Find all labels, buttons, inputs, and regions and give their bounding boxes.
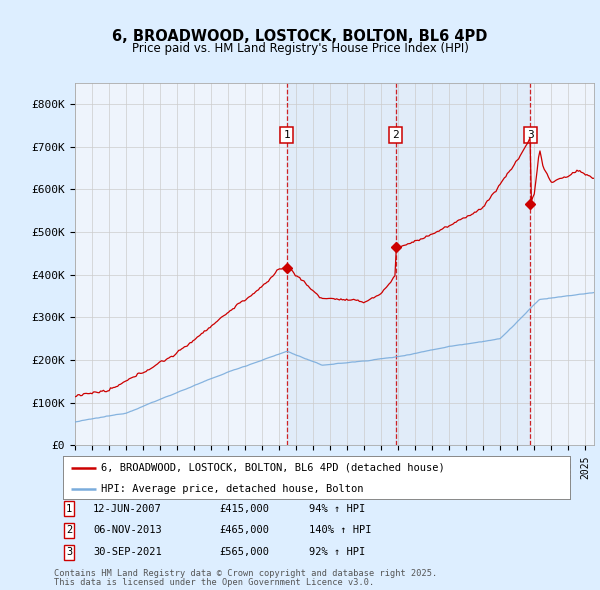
Text: 1: 1 — [66, 504, 72, 513]
Text: 06-NOV-2013: 06-NOV-2013 — [93, 526, 162, 535]
Text: This data is licensed under the Open Government Licence v3.0.: This data is licensed under the Open Gov… — [54, 578, 374, 588]
Text: 12-JUN-2007: 12-JUN-2007 — [93, 504, 162, 513]
Text: HPI: Average price, detached house, Bolton: HPI: Average price, detached house, Bolt… — [101, 484, 364, 494]
Text: Price paid vs. HM Land Registry's House Price Index (HPI): Price paid vs. HM Land Registry's House … — [131, 42, 469, 55]
Text: 6, BROADWOOD, LOSTOCK, BOLTON, BL6 4PD: 6, BROADWOOD, LOSTOCK, BOLTON, BL6 4PD — [112, 29, 488, 44]
Bar — [395, 83, 530, 445]
Text: Contains HM Land Registry data © Crown copyright and database right 2025.: Contains HM Land Registry data © Crown c… — [54, 569, 437, 578]
Text: 1: 1 — [283, 130, 290, 140]
Text: 3: 3 — [66, 548, 72, 557]
Text: 6, BROADWOOD, LOSTOCK, BOLTON, BL6 4PD (detached house): 6, BROADWOOD, LOSTOCK, BOLTON, BL6 4PD (… — [101, 463, 445, 473]
Text: £465,000: £465,000 — [219, 526, 269, 535]
Text: 2: 2 — [392, 130, 399, 140]
Bar — [287, 83, 395, 445]
Text: £565,000: £565,000 — [219, 548, 269, 557]
Text: 92% ↑ HPI: 92% ↑ HPI — [309, 548, 365, 557]
Text: £415,000: £415,000 — [219, 504, 269, 513]
Text: 30-SEP-2021: 30-SEP-2021 — [93, 548, 162, 557]
Text: 140% ↑ HPI: 140% ↑ HPI — [309, 526, 371, 535]
Text: 2: 2 — [66, 526, 72, 535]
Text: 94% ↑ HPI: 94% ↑ HPI — [309, 504, 365, 513]
Text: 3: 3 — [527, 130, 533, 140]
